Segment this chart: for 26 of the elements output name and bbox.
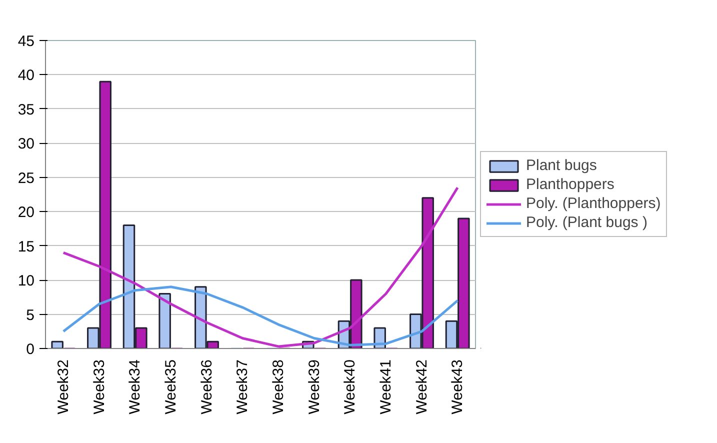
y-tick-label: 10	[18, 272, 35, 290]
x-tick-label: Week37	[234, 359, 252, 414]
y-tick-label: 20	[18, 204, 35, 222]
x-tick-label: Week39	[306, 359, 323, 414]
x-tick-label: Week36	[198, 359, 216, 414]
x-tick-label: Week43	[449, 359, 466, 414]
x-tick-label: Week34	[126, 359, 144, 414]
y-tick-label: 25	[18, 170, 35, 187]
x-tick-label: Week42	[413, 359, 430, 414]
y-tick-label: 15	[18, 238, 35, 256]
legend-label: Plant bugs	[526, 157, 597, 174]
x-tick-label: Week32	[54, 359, 72, 414]
x-tick-label: Week38	[270, 359, 287, 414]
y-tick-label: 5	[26, 306, 34, 324]
x-tick-label: Week40	[342, 359, 359, 414]
y-tick-label: 45	[18, 33, 35, 50]
legend-label: Poly. (Planthoppers)	[526, 195, 661, 212]
x-tick-label: Week35	[162, 359, 180, 414]
y-tick-label: 40	[18, 67, 35, 84]
y-tick-label: 0	[26, 341, 34, 358]
legend-label: Poly. (Plant bugs )	[526, 214, 648, 231]
x-tick-label: Week33	[90, 359, 108, 414]
y-tick-label: 30	[18, 136, 35, 153]
y-tick-label: 35	[18, 101, 35, 118]
x-tick-label: Week41	[377, 359, 394, 414]
legend-label: Planthoppers	[526, 176, 614, 193]
